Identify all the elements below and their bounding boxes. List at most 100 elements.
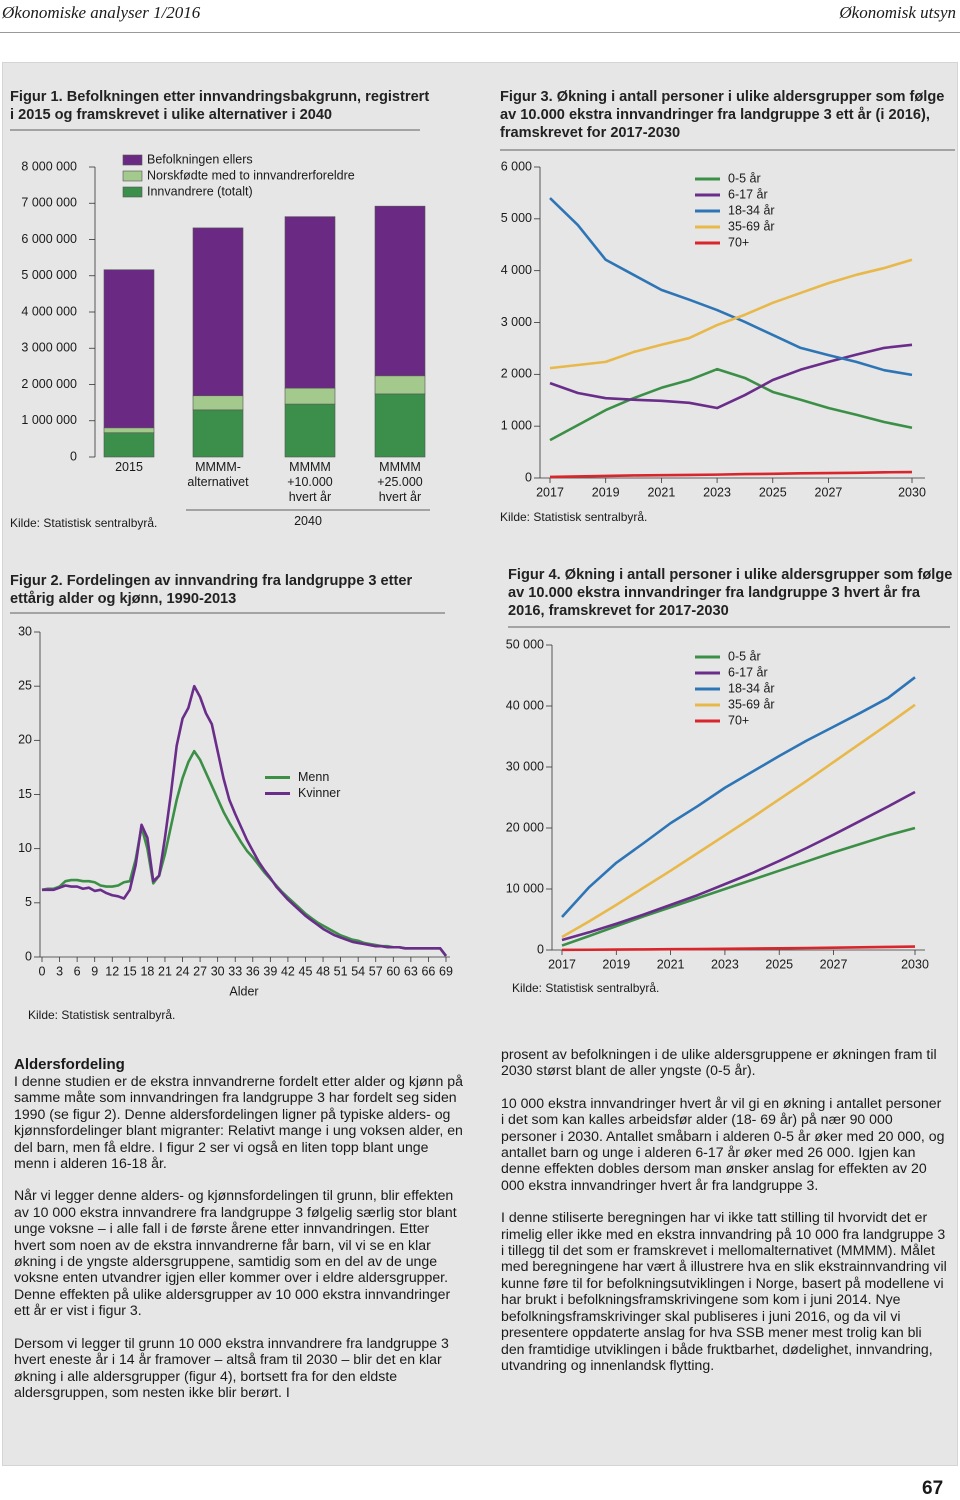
y-tick-label: 4 000 000 — [21, 304, 77, 318]
y-tick-label: 50 000 — [506, 637, 544, 651]
x-tick-label: 39 — [263, 964, 277, 978]
series-line — [549, 343, 913, 410]
bar-segment — [284, 387, 336, 405]
category-label: MMMM- alternativet — [187, 460, 249, 489]
y-tick-label: 5 — [25, 895, 32, 909]
x-tick-label: 6 — [74, 964, 81, 978]
legend-label: 70+ — [728, 235, 749, 249]
bar-segment — [192, 395, 244, 411]
x-tick-label: 2017 — [536, 485, 564, 499]
legend-label: Befolkningen ellers — [147, 152, 253, 166]
y-tick-label: 6 000 — [501, 159, 532, 173]
x-tick-label: 54 — [351, 964, 365, 978]
right-column: prosent av befolkningen i de ulike alder… — [501, 1046, 947, 1389]
y-tick-label: 20 000 — [506, 820, 544, 834]
y-tick-label: 10 — [18, 841, 32, 855]
y-tick-label: 30 000 — [506, 759, 544, 773]
x-tick-label: 3 — [56, 964, 63, 978]
x-axis-label: Alder — [229, 984, 258, 998]
figure-title: Figur 1. Befolkningen etter innvandrings… — [10, 89, 430, 123]
series-line — [561, 826, 916, 947]
y-tick-label: 0 — [537, 942, 544, 956]
y-tick-label: 8 000 000 — [21, 159, 77, 173]
group-label: 2040 — [294, 514, 322, 528]
bar-segment — [103, 432, 155, 458]
y-tick-label: 10 000 — [506, 881, 544, 895]
header-right: Økonomisk utsyn — [839, 3, 956, 22]
legend-swatch — [122, 154, 143, 166]
x-tick-label: 2030 — [901, 957, 929, 971]
series-line — [549, 258, 913, 370]
legend-label: 0-5 år — [728, 171, 761, 185]
legend-label: 6-17 år — [728, 665, 768, 679]
content-box — [2, 62, 958, 1466]
source-note: Kilde: Statistisk sentralbyrå. — [512, 981, 660, 995]
y-tick-label: 0 — [25, 949, 32, 963]
bar-segment — [192, 409, 244, 458]
bar-segment — [374, 205, 426, 377]
x-tick-label: 2027 — [815, 485, 843, 499]
bar-segment — [374, 393, 426, 458]
x-tick-label: 2019 — [592, 485, 620, 499]
section-heading: Aldersfordeling — [14, 1056, 125, 1073]
paragraph: prosent av befolkningen i de ulike alder… — [501, 1046, 937, 1079]
legend-swatch — [122, 186, 143, 198]
y-tick-label: 2 000 000 — [21, 377, 77, 391]
x-tick-label: 51 — [334, 964, 348, 978]
y-tick-label: 15 — [18, 787, 32, 801]
x-tick-label: 45 — [299, 964, 313, 978]
x-tick-label: 33 — [228, 964, 242, 978]
series-line — [41, 749, 448, 957]
y-tick-label: 0 — [70, 449, 77, 463]
x-tick-label: 69 — [439, 964, 453, 978]
figure-title: Figur 4. Økning i antall personer i ulik… — [508, 567, 953, 619]
y-tick-label: 0 — [525, 470, 532, 484]
bar-segment — [374, 375, 426, 395]
category-label: MMMM +25.000 hvert år — [377, 460, 423, 504]
y-tick-label: 2 000 — [501, 367, 532, 381]
page-number: 67 — [922, 1478, 944, 1499]
series-line — [42, 684, 448, 957]
y-tick-label: 1 000 000 — [21, 413, 77, 427]
paragraph: Når vi legger denne alders- og kjønnsfor… — [14, 1187, 457, 1319]
source-note: Kilde: Statistisk sentralbyrå. — [500, 510, 648, 524]
bar-segment — [192, 227, 244, 397]
figure-title: Figur 3. Økning i antall personer i ulik… — [500, 89, 945, 141]
x-tick-label: 2021 — [647, 485, 675, 499]
header-left: Økonomiske analyser 1/2016 — [2, 3, 201, 22]
paragraph: I denne stiliserte beregningen har vi ik… — [501, 1209, 947, 1373]
x-tick-label: 2023 — [711, 957, 739, 971]
y-tick-label: 5 000 000 — [21, 268, 77, 282]
x-tick-label: 57 — [369, 964, 383, 978]
legend-label: 35-69 år — [728, 697, 775, 711]
x-tick-label: 66 — [421, 964, 435, 978]
legend-label: 18-34 år — [728, 203, 775, 217]
legend-swatch — [122, 170, 143, 182]
legend-label: 70+ — [728, 713, 749, 727]
paragraph: 10 000 ekstra innvandringer hvert år vil… — [501, 1094, 945, 1193]
series-line — [561, 790, 916, 942]
legend-label: Innvandrere (totalt) — [147, 184, 253, 198]
x-tick-label: 2025 — [759, 485, 787, 499]
series-line — [549, 470, 913, 479]
figure-title: Figur 2. Fordelingen av innvandring fra … — [10, 573, 413, 607]
legend-label: Norskfødte med to innvandrerforeldre — [147, 168, 355, 182]
bar-segment — [103, 269, 155, 429]
y-tick-label: 20 — [18, 733, 32, 747]
paragraph: Dersom vi legger til grunn 10 000 ekstra… — [14, 1334, 449, 1400]
y-tick-label: 1 000 — [501, 418, 532, 432]
paragraph: I denne studien er de ekstra innvandrern… — [14, 1073, 463, 1172]
x-tick-label: 18 — [140, 964, 154, 978]
y-tick-label: 6 000 000 — [21, 232, 77, 246]
x-tick-label: 12 — [105, 964, 119, 978]
y-tick-label: 25 — [18, 678, 32, 692]
legend-label: 18-34 år — [728, 681, 775, 695]
x-tick-label: 2027 — [820, 957, 848, 971]
category-label: MMMM +10.000 hvert år — [287, 460, 333, 504]
y-tick-label: 3 000 — [501, 315, 532, 329]
left-column: Aldersfordeling I denne studien er de ek… — [14, 1056, 464, 1416]
category-label: 2015 — [115, 460, 143, 474]
x-tick-label: 15 — [123, 964, 137, 978]
x-tick-label: 2021 — [657, 957, 685, 971]
